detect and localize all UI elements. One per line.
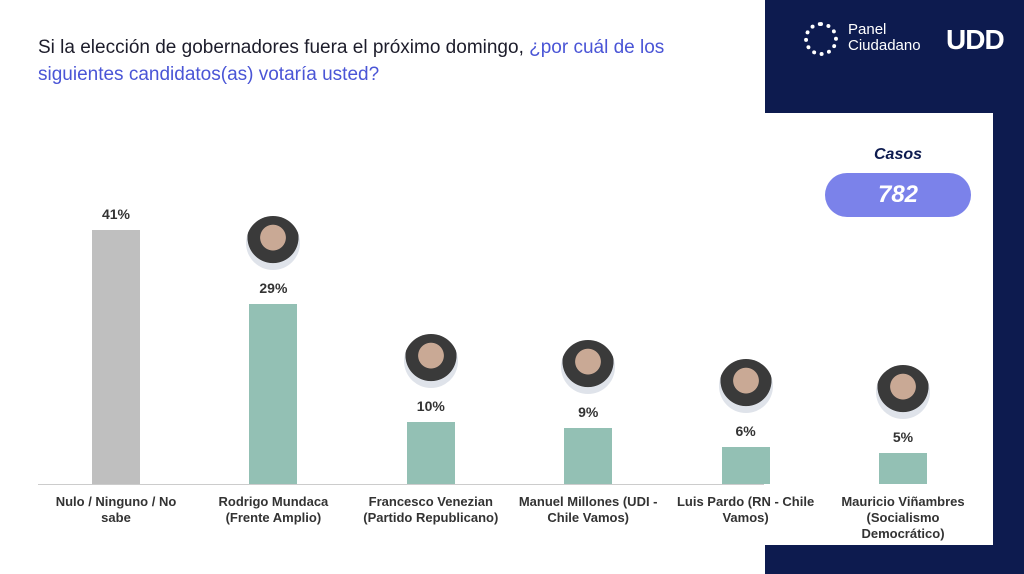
bar — [249, 304, 298, 484]
title-highlight: ¿por cuál de los siguientes candidatos(a… — [38, 37, 665, 85]
value-label: 5% — [892, 429, 914, 445]
candidate-photo — [561, 340, 616, 395]
x-tick-label: Francesco Venezian (Partido Republicano) — [363, 494, 499, 525]
brand-logo: UDD — [946, 24, 1005, 55]
value-label: 6% — [735, 422, 756, 439]
x-tick-label: Rodrigo Mundaca (Frente Amplio) — [218, 494, 329, 525]
bar — [92, 229, 140, 484]
candidate-photo — [403, 334, 458, 388]
bar — [406, 422, 455, 484]
x-tick-label: Manuel Millones (UDI - Chile Vamos) — [518, 494, 658, 525]
value-label: 41% — [101, 205, 131, 222]
x-tick-label: Luis Pardo (RN - Chile Vamos) — [676, 494, 815, 525]
brand-name-line: Ciudadano — [848, 37, 921, 54]
cases-label: Casos — [873, 146, 923, 163]
candidate-photo — [876, 365, 930, 419]
brand-name: Panel Ciudadano — [848, 22, 921, 54]
candidate-photo — [246, 216, 301, 271]
x-tick-label: Mauricio Viñambres (Socialismo Democráti… — [841, 494, 965, 541]
title-text: Si la elección de gobernadores fuera el … — [38, 37, 530, 58]
baseline — [38, 484, 764, 485]
cases-value: 782 — [825, 173, 971, 217]
x-tick-label: Nulo / Ninguno / No sabe — [55, 494, 177, 525]
bar — [564, 428, 613, 484]
bar — [721, 446, 770, 484]
value-label: 29% — [259, 280, 288, 297]
value-label: 10% — [416, 398, 445, 414]
chart-title: Si la elección de gobernadores fuera el … — [38, 34, 738, 88]
bar — [879, 453, 927, 484]
brand-name-line: Panel — [848, 21, 887, 38]
value-label: 9% — [578, 404, 599, 421]
brand-icon — [804, 22, 838, 56]
candidate-photo — [718, 358, 773, 413]
